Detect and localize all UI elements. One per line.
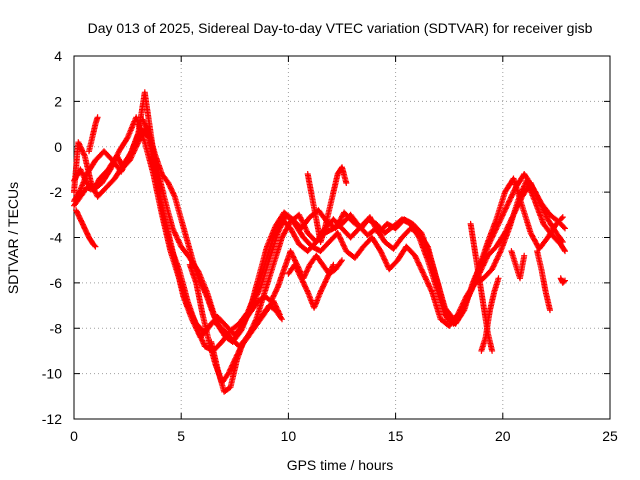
x-tick-label: 0: [70, 428, 78, 444]
chart-title: Day 013 of 2025, Sidereal Day-to-day VTE…: [88, 20, 593, 36]
data-marks: [508, 248, 528, 282]
y-tick-label: -6: [50, 275, 63, 291]
series-track-11: [86, 114, 101, 155]
data-marks: [285, 261, 337, 311]
series-track-8: [304, 164, 350, 245]
x-tick-label: 5: [177, 428, 185, 444]
series-track-7: [208, 302, 285, 395]
y-tick-label: -2: [50, 184, 63, 200]
x-tick-label: 10: [281, 428, 297, 444]
x-axis-label: GPS time / hours: [287, 457, 394, 473]
y-tick-label: -8: [50, 320, 63, 336]
x-tick-labels: 0 5 10 15 20 25: [70, 428, 618, 444]
y-tick-label: -12: [42, 411, 62, 427]
y-tick-label: -4: [50, 230, 63, 246]
series-track-13: [478, 275, 502, 354]
x-tick-label: 15: [388, 428, 404, 444]
y-tick-label: 4: [54, 48, 62, 64]
y-axis-label: SDTVAR / TECUs: [5, 182, 21, 294]
data-marks: [208, 302, 285, 395]
y-tick-label: -10: [42, 366, 62, 382]
axis-ticks: [73, 55, 611, 420]
data-marks: [557, 275, 568, 286]
series-track-9: [285, 261, 337, 311]
y-tick-label: 2: [54, 93, 62, 109]
x-tick-label: 25: [602, 428, 618, 444]
data-marks: [478, 275, 502, 354]
data-marks: [73, 207, 99, 250]
data-marks: [86, 114, 101, 155]
y-tick-label: 0: [54, 139, 62, 155]
data-points: [71, 89, 568, 395]
y-tick-labels: -12 -10 -8 -6 -4 -2 0 2 4: [42, 48, 62, 427]
series-track-16: [508, 248, 528, 282]
data-marks: [304, 164, 350, 245]
data-marks: [534, 248, 553, 314]
series-track-10: [73, 207, 99, 250]
series-track-14: [534, 248, 553, 314]
x-tick-label: 20: [495, 428, 511, 444]
series-track-15: [557, 275, 568, 286]
